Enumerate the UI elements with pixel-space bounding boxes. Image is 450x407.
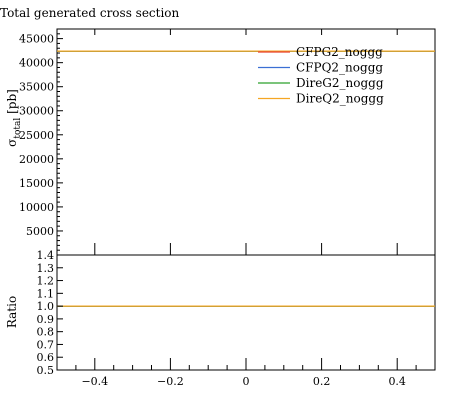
main-y-tick-label: 30000 bbox=[19, 105, 54, 118]
main-x-ticks bbox=[94, 29, 398, 255]
x-tick-label: −0.4 bbox=[81, 375, 108, 388]
main-y-tick-label: 40000 bbox=[19, 57, 54, 70]
main-y-tick-label: 15000 bbox=[19, 177, 54, 190]
ratio-y-axis: 0.50.60.70.80.91.01.11.21.31.4 bbox=[37, 249, 63, 377]
main-y-axis-label: σtotal [pb] bbox=[5, 89, 23, 147]
ratio-y-tick-label: 0.5 bbox=[37, 364, 55, 377]
x-tick-label: 0.2 bbox=[313, 375, 331, 388]
legend-label: CFPQ2_noggg bbox=[296, 61, 383, 75]
ratio-panel: 0.50.60.70.80.91.01.11.21.31.4 −0.4 −0.2 0… bbox=[5, 249, 436, 388]
ratio-y-tick-label: 0.9 bbox=[37, 313, 55, 326]
main-y-tick-label: 45000 bbox=[19, 33, 54, 46]
ratio-y-tick-label: 1.0 bbox=[37, 300, 55, 313]
ratio-y-tick-label: 0.6 bbox=[37, 351, 55, 364]
main-y-tick-label: 35000 bbox=[19, 81, 54, 94]
ratio-y-tick-label: 0.7 bbox=[37, 338, 55, 351]
ratio-y-tick-label: 0.8 bbox=[37, 326, 55, 339]
main-panel: 5000 10000 15000 20000 25000 30000 35000 40000 4… bbox=[5, 28, 436, 256]
ratio-y-tick-label: 1.4 bbox=[37, 249, 55, 262]
ratio-y-tick-label: 1.1 bbox=[37, 287, 55, 300]
ratio-y-tick-label: 1.3 bbox=[37, 262, 55, 275]
ratio-y-tick-label: 1.2 bbox=[37, 275, 55, 288]
main-y-tick-label: 10000 bbox=[19, 201, 54, 214]
x-tick-label: −0.2 bbox=[157, 375, 184, 388]
main-y-tick-label: 25000 bbox=[19, 129, 54, 142]
legend-label: DireG2_noggg bbox=[296, 76, 384, 90]
main-y-axis: 5000 10000 15000 20000 25000 30000 35000 40000 4… bbox=[19, 33, 63, 251]
main-y-tick-label: 5000 bbox=[26, 225, 54, 238]
x-axis: −0.4 −0.2 0 0.2 0.4 bbox=[75, 358, 417, 388]
x-tick-label: 0.4 bbox=[388, 375, 406, 388]
legend-label: CFPG2_noggg bbox=[296, 45, 383, 59]
legend-label: DireQ2_noggg bbox=[296, 92, 384, 106]
x-tick-label: 0 bbox=[243, 375, 250, 388]
ratio-plot-frame bbox=[56, 254, 436, 371]
chart-title: Total generated cross section bbox=[0, 6, 180, 20]
main-y-tick-label: 20000 bbox=[19, 153, 54, 166]
ratio-y-axis-label: Ratio bbox=[5, 296, 19, 328]
